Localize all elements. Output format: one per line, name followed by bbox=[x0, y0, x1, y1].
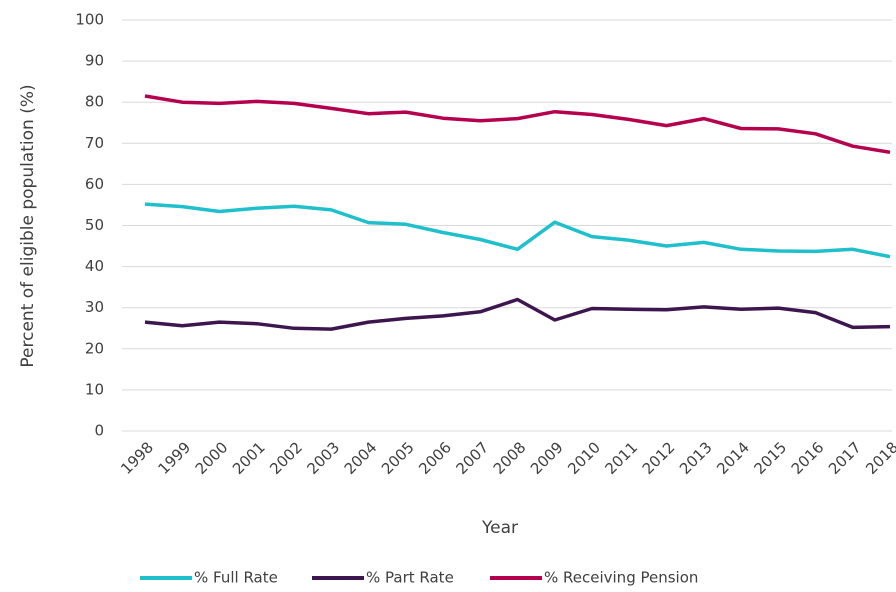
y-tick-label: 40 bbox=[85, 257, 104, 275]
x-tick-label: 2011 bbox=[602, 438, 642, 478]
x-tick-label: 2001 bbox=[229, 438, 269, 478]
y-tick-label: 80 bbox=[85, 93, 104, 111]
y-tick-label: 20 bbox=[85, 339, 104, 357]
x-axis-label: Year bbox=[481, 518, 518, 538]
x-tick-label: 1999 bbox=[155, 438, 195, 478]
y-tick-label: 0 bbox=[94, 422, 104, 440]
x-tick-label: 2018 bbox=[862, 438, 896, 478]
x-tick-label: 2012 bbox=[639, 438, 679, 478]
x-tick-label: 2002 bbox=[266, 438, 306, 478]
x-tick-label: 2013 bbox=[676, 438, 716, 478]
x-tick-label: 2009 bbox=[527, 438, 567, 478]
legend-label: % Receiving Pension bbox=[544, 569, 698, 587]
x-tick-label: 2005 bbox=[378, 438, 418, 478]
x-tick-label: 2015 bbox=[751, 438, 791, 478]
x-tick-label: 2008 bbox=[490, 438, 530, 478]
legend-label: % Part Rate bbox=[366, 569, 454, 587]
data-line bbox=[144, 202, 891, 259]
x-tick-label: 2016 bbox=[788, 438, 828, 478]
y-tick-label: 30 bbox=[85, 298, 104, 316]
y-tick-label: 50 bbox=[85, 216, 104, 234]
data-line bbox=[144, 94, 891, 155]
x-tick-label: 2014 bbox=[713, 438, 753, 478]
x-tick-label: 2007 bbox=[453, 438, 493, 478]
y-tick-label: 60 bbox=[85, 175, 104, 193]
y-tick-label: 90 bbox=[85, 52, 104, 70]
y-tick-label: 100 bbox=[75, 11, 104, 29]
x-tick-label: 1998 bbox=[117, 438, 157, 478]
y-tick-label: 70 bbox=[85, 134, 104, 152]
legend-label: % Full Rate bbox=[194, 569, 278, 587]
y-tick-label: 10 bbox=[85, 380, 104, 398]
x-tick-label: 2017 bbox=[825, 438, 865, 478]
data-line bbox=[144, 297, 891, 331]
y-axis-label: Percent of eligible population (%) bbox=[18, 84, 38, 367]
x-tick-label: 2003 bbox=[304, 438, 344, 478]
x-tick-label: 2004 bbox=[341, 438, 381, 478]
x-tick-label: 2006 bbox=[415, 438, 455, 478]
x-tick-label: 2010 bbox=[564, 438, 604, 478]
x-tick-label: 2000 bbox=[192, 438, 232, 478]
